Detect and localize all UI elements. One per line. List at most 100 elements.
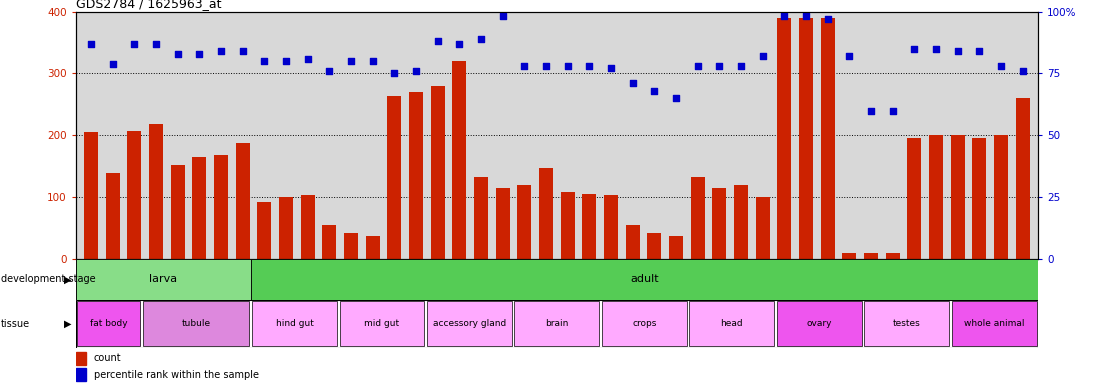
Bar — [972, 139, 987, 259]
Bar — [647, 233, 662, 259]
Point — [191, 51, 209, 57]
Bar — [539, 168, 554, 259]
Point — [819, 16, 837, 22]
Text: ▶: ▶ — [65, 274, 71, 285]
Point — [776, 13, 793, 20]
Text: crops: crops — [632, 319, 656, 328]
Point — [624, 80, 642, 86]
Bar — [756, 197, 770, 259]
Text: development stage: development stage — [1, 274, 96, 285]
Point — [256, 58, 273, 64]
Bar — [994, 135, 1008, 259]
Bar — [339, 301, 424, 346]
Bar — [366, 236, 379, 259]
Bar — [864, 301, 949, 346]
Point — [147, 41, 165, 47]
Bar — [431, 86, 445, 259]
Bar — [387, 96, 402, 259]
Text: larva: larva — [150, 274, 177, 285]
Point — [949, 48, 966, 54]
Bar — [602, 301, 686, 346]
Bar — [84, 132, 98, 259]
Bar — [690, 301, 775, 346]
Bar — [300, 195, 315, 259]
Bar — [127, 131, 142, 259]
Text: head: head — [721, 319, 743, 328]
Bar — [604, 195, 618, 259]
Bar — [843, 253, 856, 259]
Point — [104, 60, 122, 66]
Text: hind gut: hind gut — [276, 319, 314, 328]
Bar — [777, 301, 862, 346]
Point — [385, 70, 403, 76]
Point — [645, 88, 663, 94]
Point — [233, 48, 251, 54]
Bar — [76, 352, 86, 365]
Text: tissue: tissue — [1, 318, 30, 329]
Point — [992, 63, 1010, 69]
Bar — [214, 155, 228, 259]
Point — [407, 68, 425, 74]
Bar — [952, 301, 1037, 346]
Bar — [192, 157, 206, 259]
Bar — [171, 165, 185, 259]
Text: percentile rank within the sample: percentile rank within the sample — [94, 369, 259, 379]
Point — [125, 41, 143, 47]
Point — [299, 56, 317, 62]
Point — [603, 65, 620, 71]
Bar — [626, 225, 639, 259]
Point — [580, 63, 598, 69]
Bar — [496, 188, 510, 259]
Bar — [252, 301, 337, 346]
Point — [83, 41, 100, 47]
Bar — [514, 301, 599, 346]
Bar — [712, 188, 727, 259]
Bar — [76, 368, 86, 381]
Text: adult: adult — [631, 274, 658, 285]
Point — [537, 63, 555, 69]
Point — [277, 58, 295, 64]
Point — [753, 53, 771, 59]
Bar — [474, 177, 488, 259]
Point — [971, 48, 989, 54]
Point — [927, 46, 945, 52]
Point — [884, 108, 902, 114]
Bar — [235, 143, 250, 259]
Bar — [518, 185, 531, 259]
Bar — [929, 135, 943, 259]
Bar — [951, 135, 964, 259]
Bar — [258, 202, 271, 259]
Text: brain: brain — [546, 319, 568, 328]
Bar — [251, 259, 1038, 300]
Bar — [106, 172, 119, 259]
Point — [212, 48, 230, 54]
Bar — [864, 253, 878, 259]
Point — [905, 46, 923, 52]
Bar — [344, 233, 358, 259]
Bar — [886, 253, 899, 259]
Text: testes: testes — [893, 319, 921, 328]
Point — [1013, 68, 1031, 74]
Point — [840, 53, 858, 59]
Bar — [734, 185, 748, 259]
Bar — [427, 301, 512, 346]
Point — [451, 41, 469, 47]
Text: fat body: fat body — [90, 319, 127, 328]
Text: accessory gland: accessory gland — [433, 319, 506, 328]
Bar — [799, 18, 814, 259]
Bar — [778, 18, 791, 259]
Bar — [323, 225, 336, 259]
Bar — [452, 61, 466, 259]
Text: count: count — [94, 353, 122, 364]
Point — [863, 108, 881, 114]
Text: mid gut: mid gut — [365, 319, 400, 328]
Bar — [907, 139, 922, 259]
Point — [711, 63, 729, 69]
Bar — [408, 92, 423, 259]
Bar — [1016, 98, 1030, 259]
Text: ovary: ovary — [807, 319, 833, 328]
Bar — [76, 259, 251, 300]
Text: tubule: tubule — [182, 319, 211, 328]
Point — [732, 63, 750, 69]
Bar — [820, 18, 835, 259]
